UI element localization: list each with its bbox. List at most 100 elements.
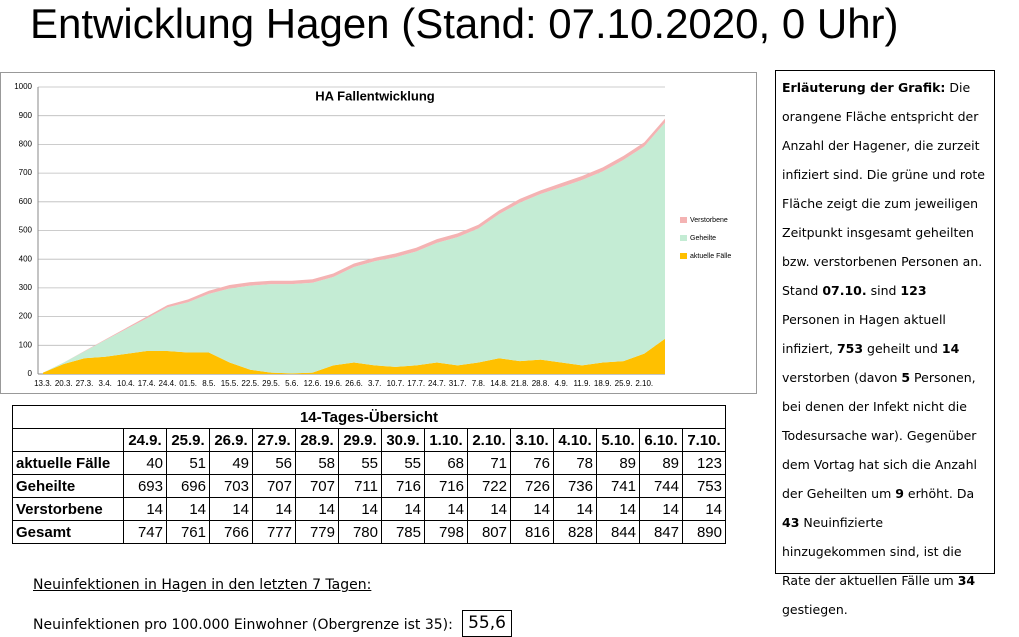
slide-title: Entwicklung Hagen (Stand: 07.10.2020, 0 … [30,0,899,47]
column-header: 4.10. [553,428,597,452]
cell: 68 [424,451,468,475]
column-header: 30.9. [381,428,425,452]
explanation-text: geheilt und [863,341,942,356]
legend-label: Geheilte [690,235,716,242]
cell: 14 [596,497,640,521]
legend-swatch [680,253,687,259]
cell: 779 [295,520,339,544]
y-tick-label: 100 [19,340,33,349]
area [43,122,665,374]
y-tick-label: 0 [28,369,33,378]
explanation-text: Personen in Hagen aktuell infiziert, [782,312,946,356]
cell: 761 [166,520,210,544]
cell: 707 [252,474,296,498]
x-tick-label: 24.4. [159,379,177,388]
explanation-text: 14 [941,341,960,356]
x-tick-label: 15.5. [221,379,239,388]
cell: 785 [381,520,425,544]
x-tick-label: 24.7. [428,379,446,388]
y-tick-label: 200 [19,312,33,321]
row-label: Geheilte [12,474,124,498]
column-header: 6.10. [639,428,683,452]
explanation-text: Neuinfizierte hinzugekommen sind, ist di… [782,515,962,588]
footer-value: 55,6 [462,610,512,637]
x-tick-label: 12.6. [304,379,322,388]
cell: 123 [682,451,726,475]
column-header: 27.9. [252,428,296,452]
table-row: Geheilte 693 696 703 707 707 711 716 716 722 726 73… [12,474,726,498]
cell: 741 [596,474,640,498]
table-row: Verstorbene 14 14 14 14 14 14 14 14 14 14 14 14 14 14 [12,497,726,521]
cell: 55 [338,451,382,475]
explanation-text: Personen, bei denen der Infekt nicht die… [782,370,977,501]
x-tick-label: 22.5. [241,379,259,388]
x-tick-label: 13.3. [34,379,52,388]
column-header: 3.10. [510,428,554,452]
legend-swatch [680,217,687,223]
cell: 711 [338,474,382,498]
x-tick-label: 10.4. [117,379,135,388]
cell: 14 [682,497,726,521]
x-tick-label: 18.9. [594,379,612,388]
x-tick-label: 28.8. [532,379,550,388]
cell: 14 [166,497,210,521]
x-tick-label: 20.3. [55,379,73,388]
column-header: 24.9. [123,428,167,452]
chart-title: HA Fallentwicklung [315,88,434,103]
y-tick-label: 700 [19,168,33,177]
y-tick-label: 300 [19,283,33,292]
cell: 722 [467,474,511,498]
cell: 753 [682,474,726,498]
cell: 828 [553,520,597,544]
cell: 51 [166,451,210,475]
cell: 58 [295,451,339,475]
cell: 89 [596,451,640,475]
y-tick-label: 500 [19,226,33,235]
cell: 14 [381,497,425,521]
cell: 890 [682,520,726,544]
explanation-text: 753 [836,341,864,356]
cell: 14 [123,497,167,521]
legend-label: Verstorbene [690,217,728,224]
row-label: Gesamt [12,520,124,544]
x-tick-label: 25.9. [615,379,633,388]
x-tick-label: 21.8. [511,379,529,388]
summary-table: 14-Tages-Übersicht 24.9. 25.9. 26.9. 27.9. 28… [12,405,726,544]
x-tick-label: 19.6. [324,379,342,388]
table-title-row: 14-Tages-Übersicht [12,405,726,429]
x-tick-label: 11.9. [573,379,590,388]
column-header: 2.10. [467,428,511,452]
x-tick-label: 31.7. [449,379,467,388]
table-header-row: 24.9. 25.9. 26.9. 27.9. 28.9. 29.9. 30.9. 1.10.… [12,428,726,452]
legend-label: aktuelle Fälle [690,253,731,260]
explanation-text: erhöht. Da [903,486,975,501]
explanation-text: gestiegen. [782,602,848,617]
cell: 14 [209,497,253,521]
x-tick-label: 26.6. [345,379,363,388]
cell: 696 [166,474,210,498]
x-tick-label: 29.5. [262,379,280,388]
column-header: 7.10. [682,428,726,452]
cell: 49 [209,451,253,475]
y-tick-label: 800 [19,140,33,149]
cell: 766 [209,520,253,544]
cell: 14 [338,497,382,521]
cell: 816 [510,520,554,544]
cell: 14 [295,497,339,521]
x-tick-label: 17.7. [407,379,425,388]
cell: 78 [553,451,597,475]
cell: 744 [639,474,683,498]
cell: 56 [252,451,296,475]
explanation-text: sind [866,283,901,298]
cell: 716 [424,474,468,498]
column-header: 5.10. [596,428,640,452]
x-tick-label: 14.8. [490,379,508,388]
cell: 707 [295,474,339,498]
cell: 55 [381,451,425,475]
x-tick-label: 17.4. [138,379,156,388]
x-tick-label: 27.3. [76,379,94,388]
explanation-text: 123 [900,283,927,298]
cell: 807 [467,520,511,544]
cell: 798 [424,520,468,544]
